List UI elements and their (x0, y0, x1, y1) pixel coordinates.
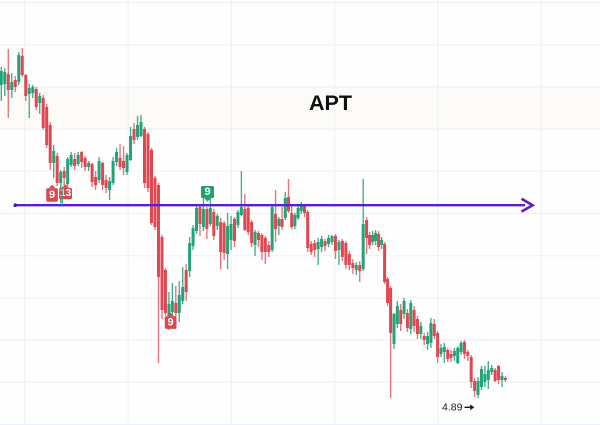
svg-text:4.89: 4.89 (442, 402, 463, 414)
svg-text:APT: APT (309, 91, 352, 115)
svg-text:9: 9 (168, 317, 174, 329)
svg-text:13: 13 (60, 188, 72, 199)
svg-text:9: 9 (49, 189, 55, 201)
svg-text:9: 9 (204, 186, 210, 198)
